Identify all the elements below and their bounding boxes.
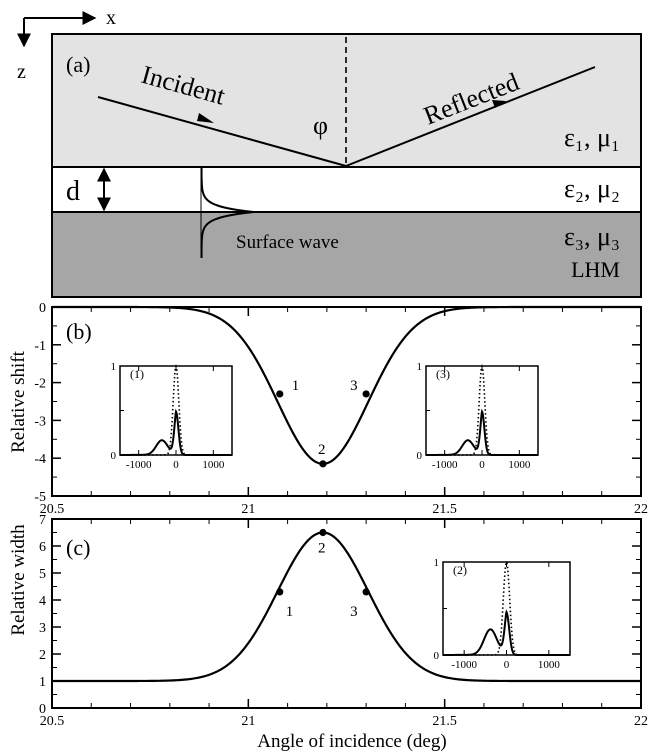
inset-2-plot: -1000 0 1000 0 1 <box>434 557 571 671</box>
surface-wave-profile <box>200 168 254 258</box>
inset-1-plot: -1000 0 1000 0 1 <box>111 361 233 471</box>
data-point-1 <box>276 588 284 596</box>
y-tick-label: 7 <box>39 513 46 528</box>
y-tick-label: 2 <box>39 648 46 663</box>
surface-wave-label: Surface wave <box>236 232 339 253</box>
layer-1-params: ε₁, μ₁ <box>564 123 620 152</box>
panel-c-xlabel: Angle of incidence (deg) <box>257 731 446 752</box>
data-point-2 <box>319 528 327 537</box>
data-point-label: 3 <box>350 378 358 394</box>
data-point-1 <box>276 390 284 398</box>
x-axis-label: x <box>106 7 116 29</box>
layer-3-note: LHM <box>571 257 620 282</box>
data-point-3 <box>362 390 370 398</box>
data-point-label: 2 <box>318 541 326 557</box>
y-tick-label: 1 <box>39 675 46 690</box>
inset-x-tick-label: 0 <box>173 459 179 471</box>
angle-phi-label: φ <box>313 111 328 140</box>
inset-incident-beam <box>426 364 538 456</box>
inset-1-label: (1) <box>130 367 144 381</box>
data-curve <box>52 305 641 465</box>
inset-x-tick-label: 0 <box>479 459 485 471</box>
inset-y-tick-label: 1 <box>434 557 440 569</box>
incident-arrowhead <box>197 113 214 123</box>
y-tick-label: 4 <box>39 594 46 609</box>
y-tick-label: 6 <box>39 540 46 555</box>
inset-x-tick-label: 1000 <box>202 459 225 471</box>
inset-x-tick-label: 1000 <box>508 459 531 471</box>
layer-2-params: ε₂, μ₂ <box>564 174 620 203</box>
data-curve <box>52 531 641 683</box>
reflected-ray <box>345 66 596 167</box>
x-tick-label: 20.5 <box>40 502 65 517</box>
x-tick-label: 21.5 <box>432 714 457 729</box>
inset-3-plot: -1000 0 1000 0 1 <box>417 361 539 471</box>
panel-c-plot: 20.5 21 21.5 22 0 1 2 3 4 5 6 7 1 2 3 <box>39 513 648 729</box>
data-point-label: 1 <box>292 378 300 394</box>
data-point-label: 3 <box>350 604 358 620</box>
panel-c-chart: Relative width 20.5 21 21.5 22 0 1 2 3 4 5 6 7 1 2 3 (… <box>8 513 648 752</box>
inset-y-tick-label: 0 <box>417 450 423 462</box>
x-tick-label: 20.5 <box>40 714 65 729</box>
data-point-label: 2 <box>318 442 326 458</box>
incident-ray <box>97 96 347 167</box>
y-tick-label: 0 <box>39 702 46 717</box>
x-tick-label: 21 <box>241 714 255 729</box>
layer-3-region <box>52 212 641 297</box>
y-tick-label: -3 <box>34 414 46 429</box>
y-tick-label: 5 <box>39 567 46 582</box>
inset-y-tick-label: 0 <box>111 450 117 462</box>
y-tick-label: -1 <box>34 339 46 354</box>
inset-incident-beam <box>120 364 232 456</box>
panel-b-ylabel: Relative shift <box>8 350 29 453</box>
inset-x-tick-label: -1000 <box>126 459 152 471</box>
inset-y-tick-label: 0 <box>434 650 440 662</box>
panel-b-label: (b) <box>66 319 92 344</box>
inset-reflected-beam <box>120 408 232 456</box>
layer-3-params: ε₃, μ₃ <box>564 222 620 251</box>
x-tick-label: 21 <box>241 502 255 517</box>
inset-2-label: (2) <box>453 563 467 577</box>
x-tick-label: 22 <box>634 502 648 517</box>
data-point-2 <box>319 460 327 468</box>
y-tick-label: -4 <box>34 452 46 467</box>
panel-a-diagram: x z (a) Incident Reflected φ d Surface w… <box>17 7 642 298</box>
inset-y-tick-label: 1 <box>111 361 117 373</box>
layer-2-region <box>52 167 641 212</box>
data-point-label: 1 <box>286 604 294 620</box>
inset-reflected-beam <box>426 408 538 456</box>
y-tick-label: -5 <box>34 490 46 505</box>
inset-y-tick-label: 1 <box>417 361 423 373</box>
data-point-3 <box>362 588 370 596</box>
y-tick-label: -2 <box>34 377 46 392</box>
inset-reflected-beam <box>443 609 570 656</box>
inset-x-tick-label: -1000 <box>432 459 458 471</box>
thickness-label: d <box>66 176 80 207</box>
panel-c-ylabel: Relative width <box>8 524 29 636</box>
reflected-arrowhead <box>492 100 506 108</box>
panel-c-label: (c) <box>66 535 90 560</box>
inset-frame <box>442 561 571 656</box>
panel-b-chart: Relative shift 20.5 21 21.5 220-1-2-3-4-512… <box>8 301 648 517</box>
inset-x-tick-label: 1000 <box>538 659 561 671</box>
z-axis-label: z <box>17 61 26 83</box>
inset-x-tick-label: -1000 <box>451 659 477 671</box>
inset-x-tick-label: 0 <box>504 659 510 671</box>
y-tick-label: 0 <box>39 301 46 316</box>
y-tick-label: 3 <box>39 621 46 636</box>
panel-a-label: (a) <box>66 52 90 77</box>
inset-3-label: (3) <box>436 367 450 381</box>
x-tick-label: 21.5 <box>432 502 457 517</box>
panel-a-frame <box>51 33 642 298</box>
x-tick-label: 22 <box>634 714 648 729</box>
panel-b-plot: 20.5 21 21.5 22 0 -1 -2 -3 -4 -5 1 2 3 <box>34 301 648 517</box>
